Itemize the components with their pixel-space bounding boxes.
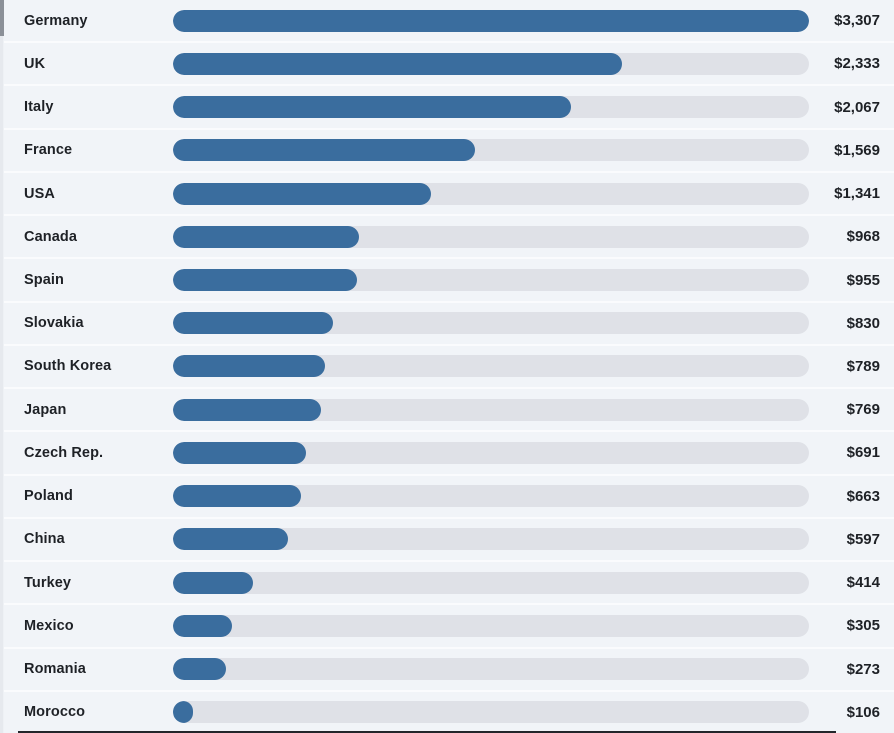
country-label: Japan [24, 401, 67, 418]
value-bar[interactable] [173, 441, 306, 464]
bar-track [173, 571, 809, 594]
bar-track [173, 528, 809, 551]
chart-row: South Korea $789 [0, 346, 894, 390]
chart-row: Mexico $305 [0, 605, 894, 649]
chart-row: Canada $968 [0, 216, 894, 260]
bar-track [173, 139, 809, 162]
country-label: Canada [24, 228, 77, 245]
value-label: $106 [846, 703, 880, 721]
value-bar[interactable] [173, 658, 226, 681]
value-bar[interactable] [173, 701, 194, 724]
chart-row: China $597 [0, 519, 894, 563]
bar-track [173, 485, 809, 508]
bar-track [173, 398, 809, 421]
country-label: Slovakia [24, 315, 84, 332]
value-bar[interactable] [173, 96, 571, 119]
value-label: $691 [846, 444, 880, 462]
bar-track [173, 312, 809, 335]
value-bar[interactable] [173, 571, 253, 594]
chart-row: Romania $273 [0, 649, 894, 692]
bar-track [173, 9, 809, 32]
value-bar[interactable] [173, 9, 809, 32]
bar-track [173, 658, 809, 681]
value-label: $414 [846, 574, 880, 592]
value-bar[interactable] [173, 139, 475, 162]
value-label: $663 [846, 487, 880, 505]
value-bar[interactable] [173, 182, 431, 205]
chart-row: UK $2,333 [0, 43, 894, 87]
country-label: Czech Rep. [24, 444, 104, 461]
chart-row: Germany $3,307 [0, 0, 894, 44]
bar-track [173, 225, 809, 248]
value-bar[interactable] [173, 528, 288, 551]
value-label: $2,067 [834, 98, 880, 116]
value-bar[interactable] [173, 355, 325, 378]
country-label: UK [24, 55, 46, 72]
country-label: USA [24, 185, 55, 202]
value-label: $305 [846, 617, 880, 635]
bar-track [173, 441, 809, 464]
country-label: Spain [24, 272, 64, 289]
value-bar[interactable] [173, 398, 321, 421]
chart-row: Japan $769 [0, 389, 894, 433]
value-bar[interactable] [173, 225, 360, 248]
bar-track [173, 52, 809, 75]
left-edge-strip [0, 0, 4, 733]
value-label: $769 [846, 401, 880, 419]
value-label: $273 [846, 660, 880, 678]
bar-track [173, 269, 809, 292]
chart-row: France $1,569 [0, 130, 894, 173]
bar-track [173, 182, 809, 205]
value-label: $1,569 [834, 141, 880, 159]
chart-row: Czech Rep. $691 [0, 432, 894, 476]
bar-track [173, 96, 809, 119]
country-label: Poland [24, 488, 73, 505]
chart-row: Poland $663 [0, 476, 894, 519]
country-label: Romania [24, 661, 86, 678]
country-label: France [24, 142, 73, 159]
value-label: $1,341 [834, 185, 880, 203]
bar-track [173, 355, 809, 378]
bar-track [173, 701, 809, 724]
value-label: $968 [846, 228, 880, 246]
value-bar[interactable] [173, 312, 333, 335]
value-label: $2,333 [834, 55, 880, 73]
chart-row: Italy $2,067 [0, 86, 894, 130]
value-label: $830 [846, 314, 880, 332]
country-label: Italy [24, 99, 54, 116]
country-label: Turkey [24, 574, 72, 591]
bar-track [173, 614, 809, 637]
country-label: Mexico [24, 617, 74, 634]
country-label: China [24, 531, 65, 548]
chart-row: Spain $955 [0, 259, 894, 303]
chart-row: Turkey $414 [0, 562, 894, 606]
value-label: $955 [846, 271, 880, 289]
scrollbar-thumb[interactable] [0, 0, 4, 36]
value-bar[interactable] [173, 269, 357, 292]
chart-row: Morocco $106 [0, 692, 894, 733]
chart-row: USA $1,341 [0, 173, 894, 217]
country-label: Morocco [24, 704, 86, 721]
value-label: $597 [846, 530, 880, 548]
chart-baseline [18, 731, 836, 733]
chart-row: Slovakia $830 [0, 303, 894, 346]
value-label: $3,307 [834, 12, 880, 30]
country-label: Germany [24, 12, 88, 29]
country-label: South Korea [24, 358, 112, 375]
value-bar[interactable] [173, 52, 622, 75]
value-bar[interactable] [173, 485, 301, 508]
value-label: $789 [846, 357, 880, 375]
value-bar[interactable] [173, 614, 232, 637]
